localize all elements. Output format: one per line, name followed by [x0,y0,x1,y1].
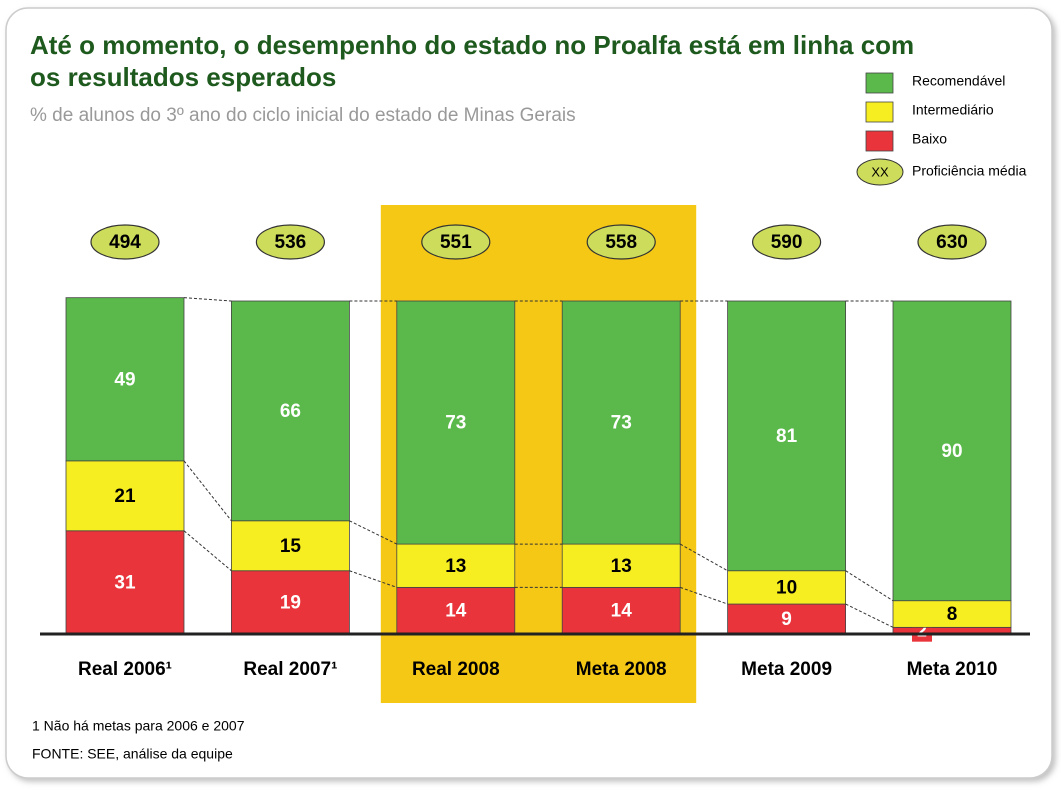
title-line: Até o momento, o desempenho do estado no… [30,30,914,60]
proficiency-marker [751,224,822,260]
bar-segment [396,543,516,588]
bar-segment [396,586,516,635]
x-tick-label: Real 2008 [412,659,500,680]
legend-label: Intermediário [912,102,994,118]
bar-segment [65,460,185,532]
legend-proficiency-marker [856,158,904,186]
connector [680,586,728,605]
proficiency-marker [255,224,325,260]
proficiency-marker [917,224,987,260]
source: FONTE: SEE, análise da equipe [32,746,233,762]
value-label: 14 [445,601,467,622]
proficiency-label: 536 [275,232,307,253]
bar-segment [230,520,350,572]
bar-segment [65,297,185,462]
proficiency-marker [90,224,160,260]
connector [183,297,232,302]
bar-segment [892,300,1012,602]
connector [679,543,728,572]
connector [845,603,894,628]
connector [183,460,232,522]
bar-segment [892,600,1012,628]
legend-swatch [865,130,894,152]
connector [349,570,397,588]
proficiency-marker [586,224,656,260]
x-tick-label: Meta 2009 [741,659,832,680]
value-label: 31 [114,572,136,593]
legend-label: Recomendável [912,73,1005,89]
legend-label: Proficiência média [912,163,1027,179]
bar-segment [65,530,185,635]
value-label: 14 [611,601,633,622]
value-label: 8 [947,604,958,625]
connector [845,570,894,602]
value-label: 73 [445,413,466,434]
proficiency-label: 551 [440,232,472,253]
chart-subtitle: % de alunos do 3º ano do ciclo inicial d… [30,105,576,126]
value-label: 2 [917,620,927,640]
legend-swatch [865,72,894,94]
value-label: 90 [941,441,962,462]
x-tick-label: Meta 2008 [576,659,667,680]
value-label: 13 [445,556,466,577]
footnote: 1 Não há metas para 2006 e 2007 [32,718,245,734]
value-label: 15 [280,536,302,557]
connector [349,520,398,545]
legend-swatch [865,101,894,123]
value-label: 81 [776,426,798,447]
value-label: 66 [280,401,301,422]
legend-proficiency-symbol: XX [871,164,889,179]
title-line: os resultados esperados [30,62,336,92]
proficiency-label: 558 [605,232,637,253]
value-label: 19 [280,592,301,613]
value-label: 13 [611,556,632,577]
x-tick-label: Real 2006¹ [78,659,172,680]
proficiency-label: 630 [936,232,968,253]
value-label: 21 [114,486,136,507]
value-label: 10 [776,577,797,598]
proficiency-marker [421,224,491,260]
x-tick-label: Meta 2010 [907,659,998,680]
bar-segment [396,300,516,545]
connector [183,530,232,572]
chart-title: Até o momento, o desempenho do estado no… [30,30,914,92]
x-tick-label: Real 2007¹ [243,659,337,680]
proficiency-label: 590 [771,232,803,253]
value-label: 9 [781,609,792,630]
legend-label: Baixo [912,131,947,147]
bar-segment [230,570,350,635]
bar-segment [727,603,846,635]
bar-segment [561,300,681,545]
bar-segment [230,300,350,522]
bar-segment [727,300,846,572]
proficiency-label: 494 [109,232,141,253]
value-label: 49 [114,369,135,390]
value-label: 73 [611,413,632,434]
